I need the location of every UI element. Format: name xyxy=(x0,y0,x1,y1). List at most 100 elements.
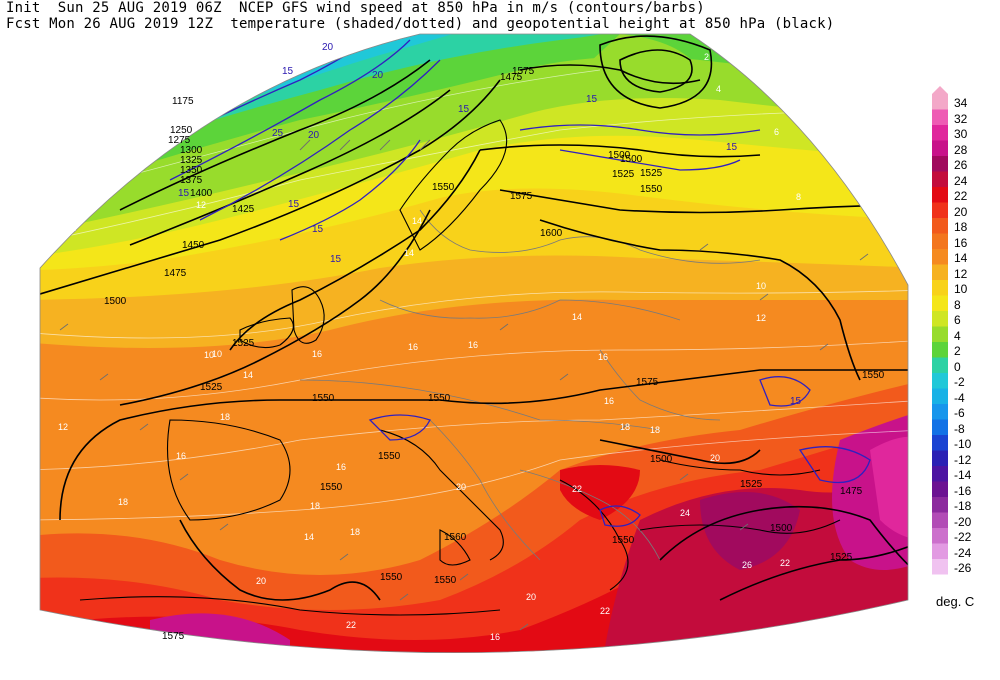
wind-speed-label: 15 xyxy=(312,224,324,235)
colorbar-swatch xyxy=(932,481,948,497)
temperature-label: 12 xyxy=(196,200,206,210)
colorbar-swatch xyxy=(932,233,948,249)
map-domain-outline xyxy=(39,33,909,654)
colorbar-level-label: 26 xyxy=(954,158,968,172)
temperature-label: 18 xyxy=(118,497,128,507)
temperature-label: 18 xyxy=(350,527,360,537)
wind-speed-label: 20 xyxy=(372,70,384,81)
colorbar-level-label: 14 xyxy=(954,251,968,265)
temp-band-26 xyxy=(700,492,800,570)
temperature-label: 16 xyxy=(312,349,322,359)
temperature-label: 16 xyxy=(598,352,608,362)
wind-speed-label: 15 xyxy=(178,188,190,199)
colorbar-swatch xyxy=(932,512,948,528)
height-label: 1550 xyxy=(432,182,455,193)
height-label: 1600 xyxy=(540,228,563,239)
height-label: 1175 xyxy=(172,96,194,107)
height-label: 1475 xyxy=(500,72,523,83)
temperature-label: 10 xyxy=(204,350,214,360)
colorbar-swatch xyxy=(932,559,948,575)
wind-barbs xyxy=(59,131,869,631)
map-canvas: 1175125012751300132513501375140014251450… xyxy=(12,33,909,654)
colorbar-level-label: -18 xyxy=(954,499,972,513)
colorbar-swatch xyxy=(932,140,948,156)
colorbar-swatch xyxy=(932,202,948,218)
colorbar-swatch xyxy=(932,249,948,265)
height-labels: 1175125012751300132513501375140014251450… xyxy=(104,66,885,642)
height-label: 1525 xyxy=(200,382,223,393)
colorbar-level-label: 24 xyxy=(954,173,968,188)
height-label: 1550 xyxy=(320,482,343,493)
colorbar-swatch xyxy=(932,342,948,358)
wind-labels: 20 15 20 25 20 15 15 15 15 15 15 15 15 xyxy=(178,42,802,407)
colorbar-swatch xyxy=(932,171,948,187)
temperature-label: 14 xyxy=(412,216,422,226)
colorbar-level-label: -16 xyxy=(954,483,972,498)
colorbar-level-label: -14 xyxy=(954,468,972,482)
temperature-label: 26 xyxy=(742,560,752,570)
colorbar-swatch xyxy=(932,404,948,420)
height-label: 1475 xyxy=(164,268,187,279)
temperature-label: 12 xyxy=(66,223,76,233)
temperature-label: 16 xyxy=(468,340,478,350)
colorbar-level-label: 28 xyxy=(954,142,968,157)
height-label: 1300 xyxy=(180,145,203,156)
header-init-line: Init Sun 25 AUG 2019 06Z NCEP GFS wind s… xyxy=(6,0,705,16)
temperature-label: 26 xyxy=(180,642,190,652)
colorbar-swatch xyxy=(932,125,948,141)
temp-band-30 xyxy=(870,436,908,540)
colorbar-swatches xyxy=(932,86,948,575)
colorbar-level-label: 2 xyxy=(954,344,961,358)
wind-speed-label: 15 xyxy=(288,199,300,210)
colorbar-swatch xyxy=(932,373,948,389)
colorbar-level-label: -6 xyxy=(954,406,965,420)
temperature-label: 2 xyxy=(704,52,709,62)
temperature-label: 12 xyxy=(756,313,766,323)
height-label: 1350 xyxy=(180,165,203,176)
height-label: 1325 xyxy=(180,155,203,166)
colorbar-swatch xyxy=(932,357,948,373)
colorbar-level-label: -2 xyxy=(954,375,965,389)
colorbar-level-label: 0 xyxy=(954,359,961,374)
temperature-label: 20 xyxy=(710,453,720,463)
temperature-label: 10 xyxy=(756,281,766,291)
temperature-label: 12 xyxy=(58,422,68,432)
colorbar-level-label: 18 xyxy=(954,220,968,234)
temperature-label: 16 xyxy=(408,342,418,352)
wind-speed-label: 20 xyxy=(322,42,334,53)
forecast-map: 1175 1250 1275 1300 1325 1350 1375 1400 1425 1450… xyxy=(12,33,909,654)
temperature-label: 22 xyxy=(346,620,356,630)
colorbar-swatch xyxy=(932,311,948,327)
temperature-label: 12 xyxy=(12,329,22,339)
colorbar-level-label: -10 xyxy=(954,437,972,451)
temperature-label: 8 xyxy=(796,192,801,202)
temperature-label: 14 xyxy=(304,532,314,542)
temperature-label: 22 xyxy=(94,632,104,642)
temperature-label: 20 xyxy=(256,576,266,586)
wind-speed-label: 15 xyxy=(458,104,470,115)
colorbar-level-label: 10 xyxy=(954,282,968,296)
temperature-label: 16 xyxy=(336,462,346,472)
colorbar-level-label: 4 xyxy=(954,328,961,343)
height-contours xyxy=(40,35,908,601)
height-label: 1575 xyxy=(510,191,533,202)
height-label: 1500 xyxy=(770,523,793,534)
temperature-label: 18 xyxy=(620,422,630,432)
colorbar-level-label: 6 xyxy=(954,313,961,327)
colorbar-level-label: -22 xyxy=(954,530,972,544)
colorbar-level-label: 30 xyxy=(954,127,968,141)
coastlines xyxy=(79,119,841,616)
height-label: 1500 xyxy=(620,154,643,165)
colorbar-swatch xyxy=(932,435,948,451)
wind-speed-label: 15 xyxy=(586,94,598,105)
height-label: 1525 xyxy=(612,169,635,180)
height-label: 1525 xyxy=(640,168,663,179)
colorbar-level-label: 22 xyxy=(954,189,968,203)
wind-speed-label: 20 xyxy=(308,130,320,141)
height-label: 1550 xyxy=(640,184,663,195)
colorbar-level-label: -20 xyxy=(954,514,972,529)
colorbar-level-label: 12 xyxy=(954,266,968,281)
colorbar-top-arrow xyxy=(932,86,948,94)
height-label: 1500 xyxy=(650,454,673,465)
colorbar-swatch xyxy=(932,264,948,280)
